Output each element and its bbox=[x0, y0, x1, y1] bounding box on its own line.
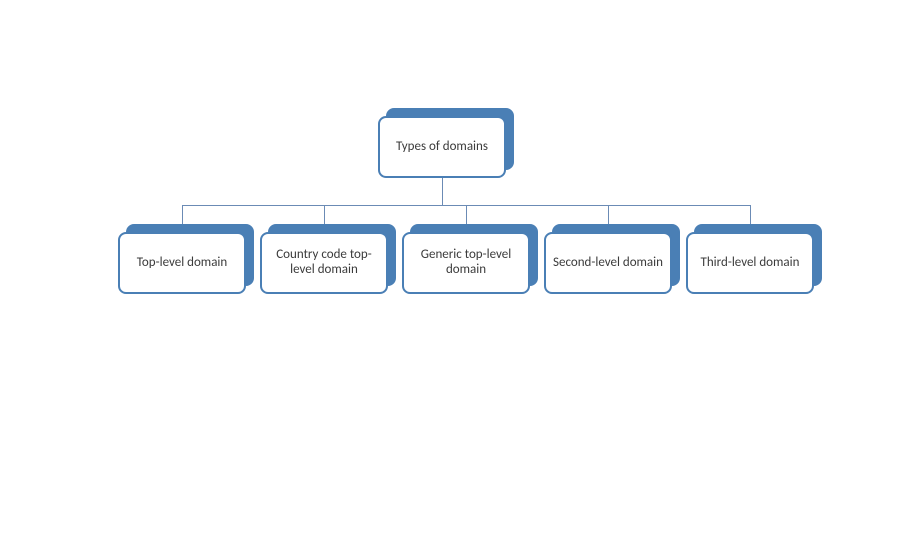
node-label: Generic top-level domain bbox=[410, 248, 522, 278]
node-child-3: Second-level domain bbox=[544, 232, 672, 294]
node-child-4: Third-level domain bbox=[686, 232, 814, 294]
node-label: Second-level domain bbox=[553, 256, 663, 271]
node-child-1: Country code top-level domain bbox=[260, 232, 388, 294]
node-front: Country code top-level domain bbox=[260, 232, 388, 294]
connector bbox=[182, 205, 751, 206]
node-label: Types of domains bbox=[396, 140, 488, 155]
node-child-0: Top-level domain bbox=[118, 232, 246, 294]
node-label: Country code top-level domain bbox=[268, 248, 380, 278]
connector bbox=[442, 178, 443, 205]
node-front: Types of domains bbox=[378, 116, 506, 178]
node-front: Top-level domain bbox=[118, 232, 246, 294]
node-label: Third-level domain bbox=[701, 256, 800, 271]
node-child-2: Generic top-level domain bbox=[402, 232, 530, 294]
node-front: Second-level domain bbox=[544, 232, 672, 294]
node-label: Top-level domain bbox=[137, 256, 227, 271]
node-front: Generic top-level domain bbox=[402, 232, 530, 294]
node-root: Types of domains bbox=[378, 116, 506, 178]
node-front: Third-level domain bbox=[686, 232, 814, 294]
